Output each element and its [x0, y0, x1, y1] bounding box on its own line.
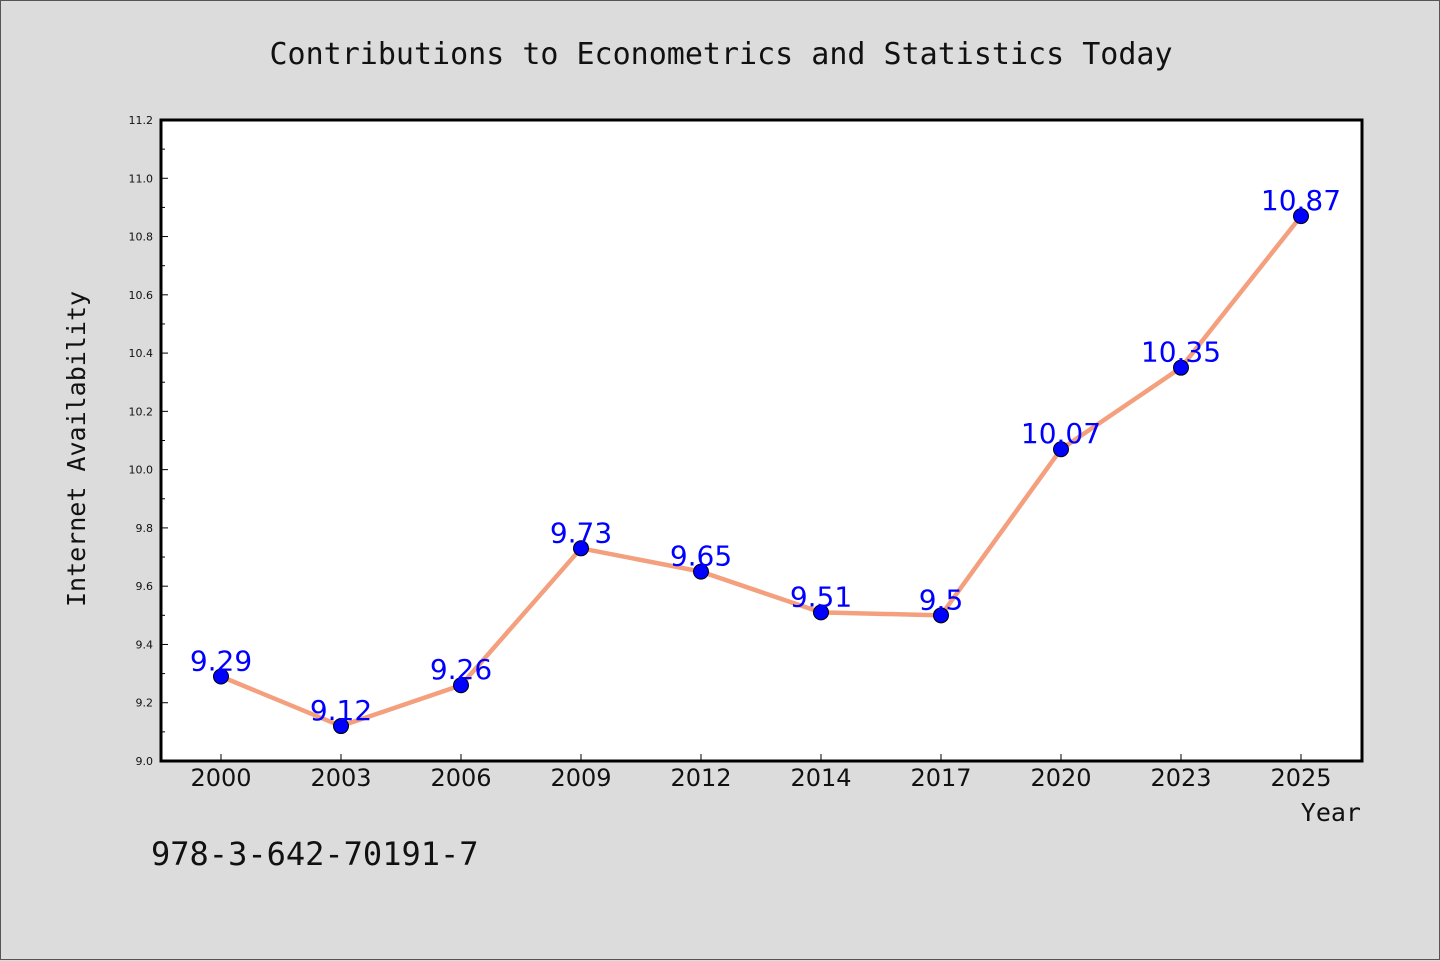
- data-labels: 9.29 9.12 9.26 9.73 9.65 9.51 9.5 10.07 10.35 10.…: [190, 184, 1341, 727]
- x-tick-label: 2017: [910, 764, 971, 792]
- y-tick-label: 9.0: [136, 755, 154, 768]
- y-tick-label: 10.2: [129, 405, 154, 418]
- y-tick-label: 10.4: [129, 347, 154, 360]
- x-tick-label: 2009: [550, 764, 611, 792]
- data-point-2014: [813, 604, 829, 621]
- data-point-2000: [213, 668, 229, 685]
- y-axis: 9.0 9.2 9.4 9.6 9.8 10.0 10.2 10.4 10.6 10.8 11.0 1…: [129, 114, 168, 768]
- y-tick-label: 9.4: [136, 638, 154, 651]
- x-tick-label: 2003: [310, 764, 371, 792]
- y-tick-label: 10.0: [129, 464, 154, 477]
- data-point-2025: [1293, 208, 1309, 225]
- data-label: 10.87: [1261, 184, 1341, 217]
- y-tick-label: 9.2: [136, 697, 154, 710]
- data-label: 9.26: [430, 653, 492, 686]
- series-layer: [213, 208, 1309, 735]
- series-line: [218, 213, 1304, 729]
- x-tick-label: 2020: [1030, 764, 1091, 792]
- data-label: 10.35: [1141, 336, 1221, 369]
- data-label: 9.5: [919, 583, 964, 616]
- y-axis-label: Internet Availability: [62, 291, 91, 607]
- x-tick-label: 2025: [1270, 764, 1331, 792]
- data-label: 9.73: [550, 516, 612, 549]
- y-tick-label: 9.8: [136, 522, 154, 535]
- x-tick-label: 2023: [1150, 764, 1211, 792]
- data-point-2006: [453, 677, 469, 694]
- data-point-2003: [333, 718, 349, 735]
- y-tick-label: 11.2: [129, 114, 154, 127]
- data-point-2017: [933, 607, 949, 624]
- y-tick-label: 10.6: [129, 289, 154, 302]
- chart-title: Contributions to Econometrics and Statis…: [269, 37, 1172, 72]
- data-point-2009: [573, 540, 589, 557]
- data-label: 9.65: [670, 540, 732, 573]
- x-tick-label: 2006: [430, 764, 491, 792]
- data-point-2023: [1173, 359, 1189, 376]
- y-tick-label: 11.0: [129, 172, 154, 185]
- y-tick-label: 10.8: [129, 231, 154, 244]
- y-tick-label: 9.6: [136, 580, 154, 593]
- data-point-2020: [1053, 441, 1069, 458]
- x-axis-label: Year: [1301, 798, 1361, 827]
- x-tick-label: 2014: [790, 764, 851, 792]
- data-label: 10.07: [1021, 417, 1101, 450]
- chart-annotation: 978-3-642-70191-7: [151, 835, 479, 873]
- data-label: 9.12: [310, 694, 372, 727]
- data-point-2012: [693, 563, 709, 580]
- data-label: 9.29: [190, 645, 252, 678]
- plot-area: [159, 118, 1364, 763]
- data-label: 9.51: [790, 580, 852, 613]
- x-tick-label: 2000: [190, 764, 251, 792]
- x-axis: 2000 2003 2006 2009 2012 2014 2017 2020 2023 2025: [190, 754, 1332, 792]
- x-tick-label: 2012: [670, 764, 731, 792]
